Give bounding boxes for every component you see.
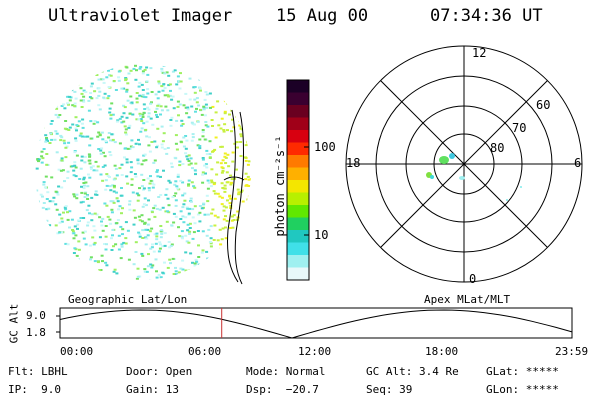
timeline-y-axis-label: GC Alt bbox=[7, 303, 21, 344]
timeline-title-geographic: Geographic Lat/Lon bbox=[68, 293, 188, 306]
colorbar-unit-label: photon cm⁻²s⁻¹ bbox=[273, 135, 287, 237]
timeline-y-tick-1: 1.8 bbox=[26, 326, 46, 339]
timeline-x-tick-2359: 23:59 bbox=[555, 345, 589, 358]
lat-label-70: 70 bbox=[512, 121, 527, 135]
color-scale-bar bbox=[286, 79, 310, 281]
polar-auroral-spots bbox=[426, 153, 522, 201]
mlt-label-18: 18 bbox=[346, 156, 361, 170]
timeline-x-tick-1200: 12:00 bbox=[298, 345, 332, 358]
ip-readout: IP: 9.0 bbox=[8, 383, 61, 396]
timeline-y-tick-9: 9.0 bbox=[26, 309, 46, 322]
lat-label-60: 60 bbox=[536, 98, 551, 112]
colorbar-tick-10: 10 bbox=[314, 228, 329, 242]
mode-readout: Mode: Normal bbox=[246, 365, 326, 378]
orbit-altitude-plot bbox=[56, 307, 573, 339]
filter-readout: Flt: LBHL bbox=[8, 365, 68, 378]
date-label: 15 Aug 00 bbox=[276, 6, 369, 26]
timeline-x-tick-0600: 06:00 bbox=[188, 345, 222, 358]
glon-readout: GLon: ***** bbox=[486, 383, 559, 396]
colorbar-tick-100: 100 bbox=[314, 140, 336, 154]
polar-mlt-plot bbox=[345, 45, 583, 283]
mlt-label-12: 12 bbox=[472, 46, 487, 60]
earth-disk-image bbox=[35, 64, 251, 285]
door-readout: Door: Open bbox=[126, 365, 193, 378]
glat-readout: GLat: ***** bbox=[486, 365, 559, 378]
mlt-label-0: 0 bbox=[469, 272, 477, 286]
timeline-x-tick-0000: 00:00 bbox=[60, 345, 94, 358]
gain-readout: Gain: 13 bbox=[126, 383, 179, 396]
gc-alt-readout: GC Alt: 3.4 Re bbox=[366, 365, 459, 378]
timeline-title-apex: Apex MLat/MLT bbox=[424, 293, 511, 306]
mlt-label-6: 6 bbox=[574, 156, 582, 170]
lat-label-80: 80 bbox=[490, 141, 505, 155]
timeline-x-tick-1800: 18:00 bbox=[425, 345, 459, 358]
instrument-title: Ultraviolet Imager bbox=[48, 6, 233, 26]
time-label: 07:34:36 UT bbox=[430, 6, 543, 26]
dsp-readout: Dsp: −20.7 bbox=[246, 383, 319, 396]
seq-readout: Seq: 39 bbox=[366, 383, 413, 396]
